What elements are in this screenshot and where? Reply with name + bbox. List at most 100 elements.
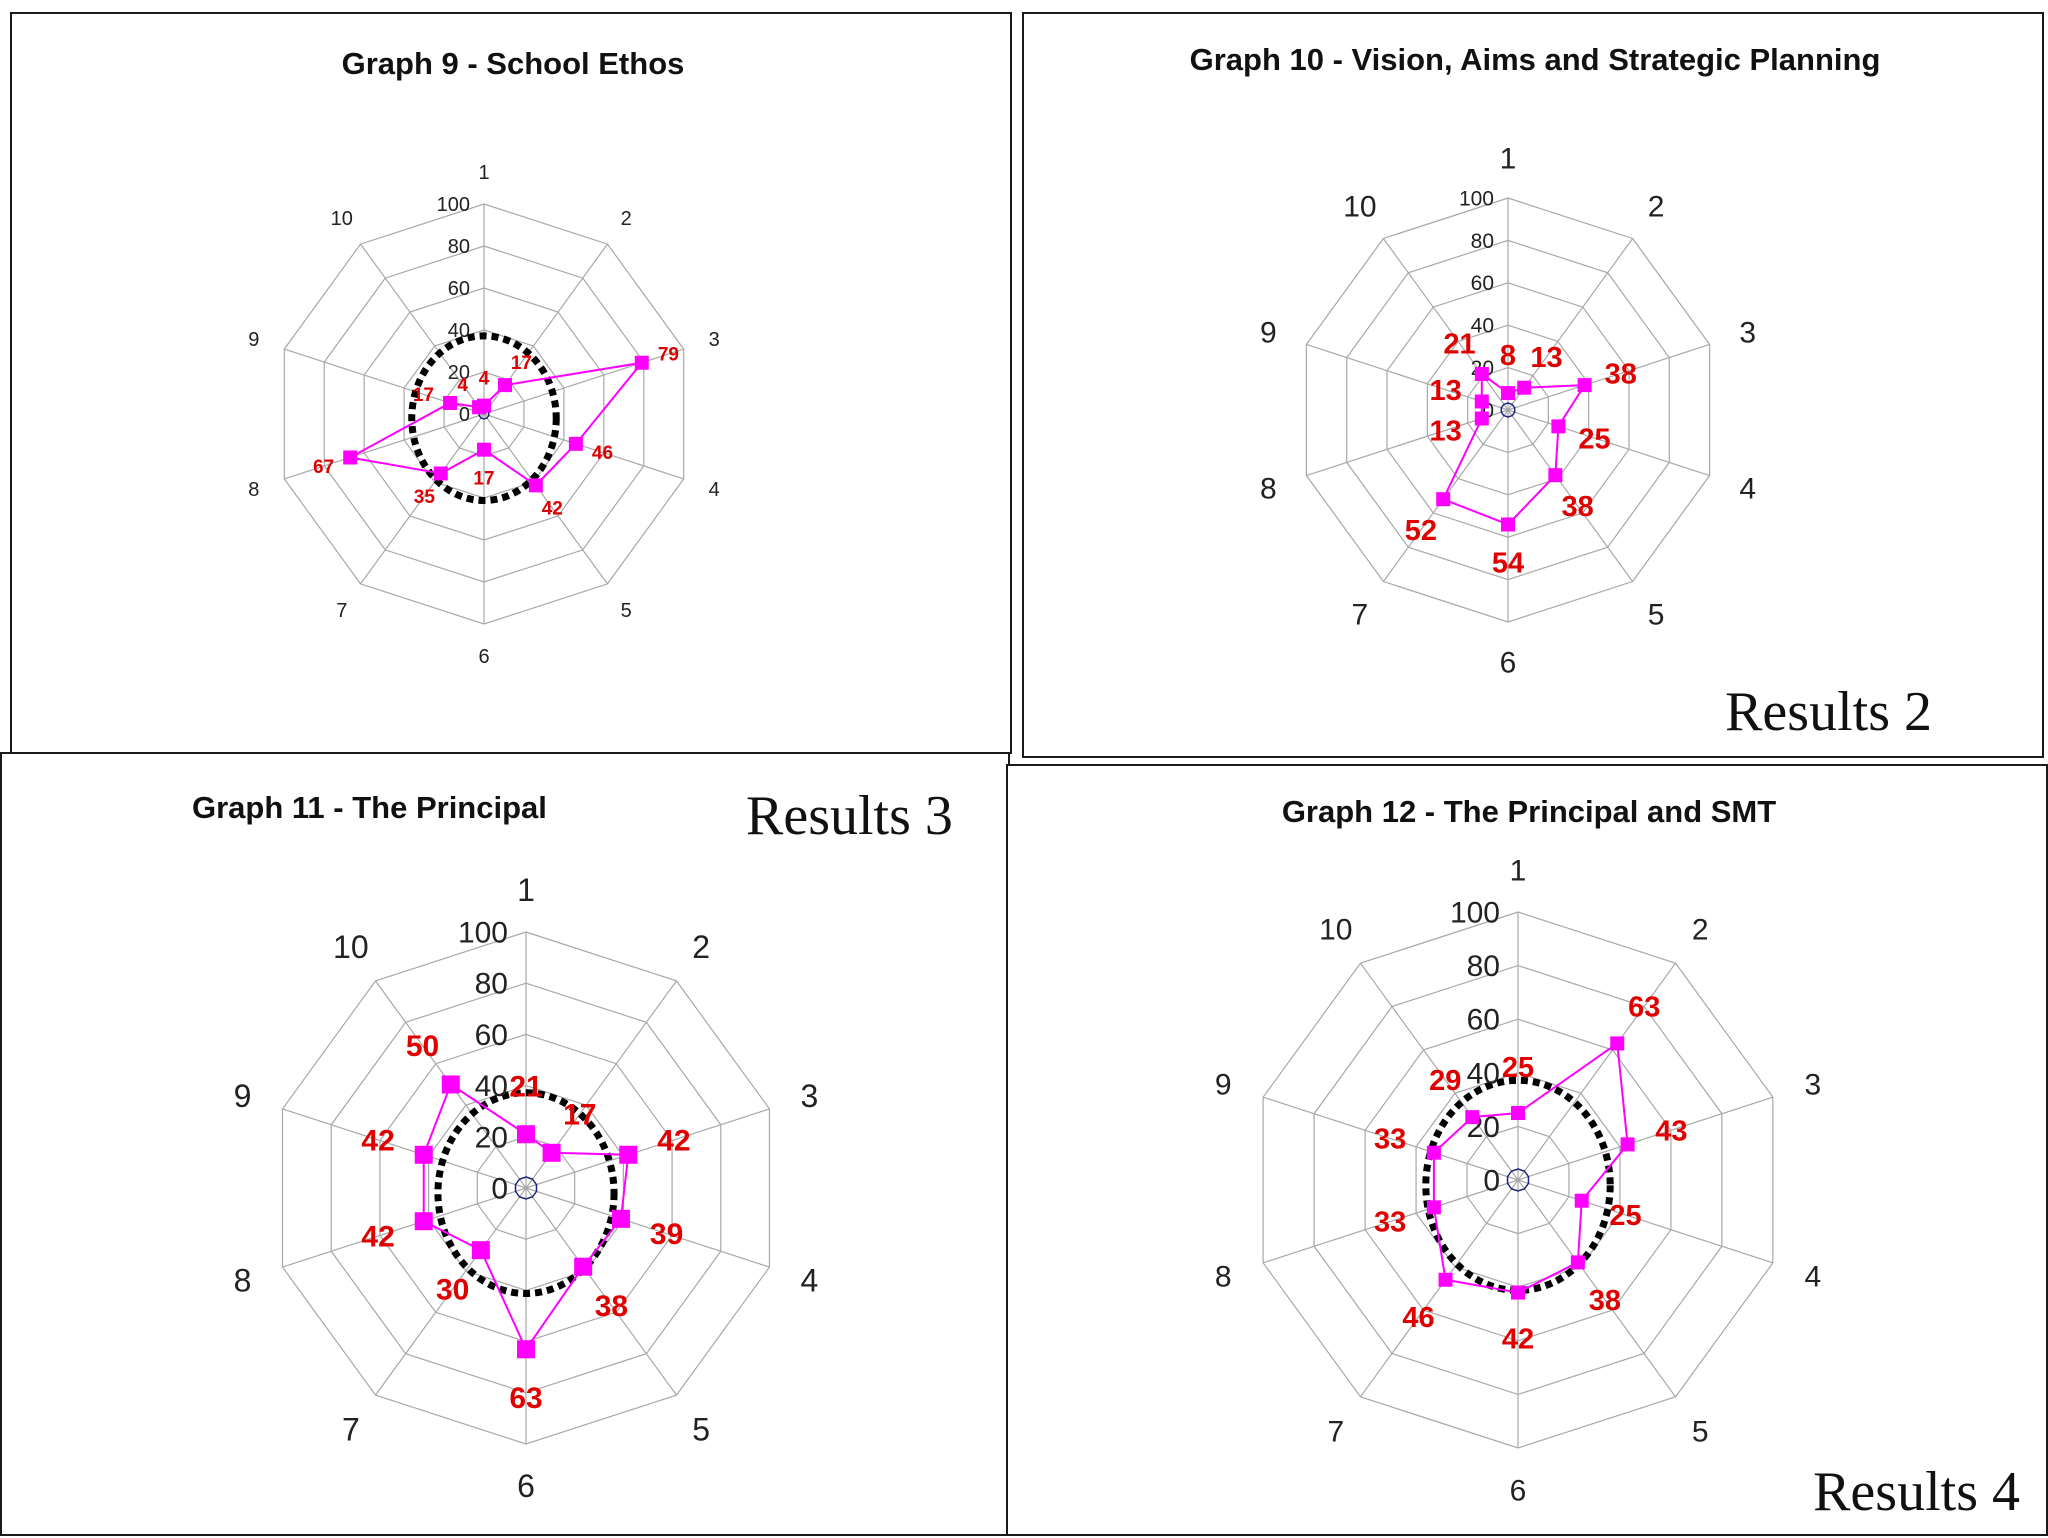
chart-panel-graph-9: Graph 9 - School Ethos 0 20 40 60 80 100 1 2 3 4 5…	[10, 12, 1012, 754]
spoke-label: 5	[621, 600, 632, 622]
spoke-line-5	[1507, 409, 1634, 582]
data-point-8	[414, 1212, 433, 1231]
spoke-label: 4	[709, 479, 720, 501]
data-point-4	[568, 436, 583, 451]
data-label-2: 17	[511, 353, 532, 374]
spoke-label: 4	[801, 1262, 819, 1298]
spoke-line-5	[1517, 1179, 1677, 1398]
center-marker	[1506, 1168, 1530, 1192]
spoke-line-10	[1382, 238, 1509, 411]
spoke-label: 2	[1692, 914, 1709, 947]
spoke-label: 3	[1739, 317, 1756, 350]
spoke-label: 8	[1215, 1260, 1232, 1293]
spoke-line-9	[1262, 1096, 1519, 1181]
spoke-line-8	[1262, 1179, 1519, 1264]
data-label-9: 17	[413, 385, 434, 406]
spoke-label: 5	[1692, 1415, 1709, 1448]
chart-panel-graph-11: Graph 11 - The Principal Results 3 0 20 40…	[0, 752, 1010, 1536]
center-marker	[1500, 402, 1516, 418]
spoke-line-8	[282, 1187, 527, 1268]
tick-label: 40	[1467, 1057, 1500, 1090]
data-label-6: 54	[1492, 548, 1524, 580]
data-label-4: 25	[1609, 1200, 1641, 1232]
tick-label: 60	[1471, 272, 1494, 295]
data-point-2	[1517, 380, 1532, 395]
data-label-7: 35	[414, 487, 436, 508]
spoke-label: 3	[709, 329, 720, 351]
data-point-4	[611, 1209, 630, 1228]
data-label-10: 21	[1443, 328, 1475, 360]
tick-label: 80	[1467, 950, 1500, 983]
data-label-4: 39	[650, 1218, 683, 1251]
data-label-10: 50	[406, 1030, 439, 1063]
data-point-1	[1501, 386, 1515, 401]
spoke-label: 4	[1739, 472, 1756, 505]
tick-label: 20	[475, 1121, 508, 1154]
tick-label: 20	[448, 362, 470, 384]
center-marker	[514, 1176, 538, 1200]
data-label-1: 25	[1502, 1052, 1534, 1084]
spoke-line-4	[1507, 409, 1710, 477]
spoke-label: 9	[248, 329, 259, 351]
spoke-label: 8	[234, 1262, 252, 1298]
results-label: Results 2	[1725, 681, 1932, 743]
spoke-line-7	[360, 413, 485, 585]
tick-label: 60	[475, 1019, 508, 1052]
spoke-label: 10	[333, 929, 369, 965]
chart-panel-graph-10: Graph 10 - Vision, Aims and Strategic Pl…	[1022, 12, 2044, 758]
spoke-line-4	[483, 413, 684, 480]
data-label-3: 42	[657, 1124, 690, 1157]
spoke-label: 1	[517, 872, 535, 908]
spoke-label: 9	[1260, 317, 1277, 350]
data-label-5: 38	[595, 1290, 628, 1323]
spoke-line-5	[483, 413, 608, 585]
data-point-3	[1577, 378, 1592, 393]
tick-label: 80	[475, 968, 508, 1001]
benchmark-ring	[434, 1089, 618, 1297]
spoke-label: 6	[1510, 1475, 1527, 1508]
data-point-5	[1548, 468, 1563, 483]
spoke-label: 6	[1500, 647, 1517, 680]
spoke-line-5	[525, 1187, 677, 1396]
spoke-line-8	[284, 413, 485, 480]
data-point-3	[1620, 1137, 1635, 1152]
spoke-label: 1	[1510, 855, 1527, 888]
spoke-line-10	[360, 243, 485, 415]
data-label-6: 63	[509, 1382, 542, 1415]
tick-label: 40	[1471, 315, 1494, 338]
radar-chart-graph-11: 0 20 40 60 80 100 1 2 3 4 5 6 7 8 9 10 21 17 42 39 38 63 30 42 4…	[234, 872, 819, 1504]
data-label-9: 13	[1430, 375, 1462, 407]
tick-label: 40	[475, 1070, 508, 1103]
data-point-2	[497, 378, 512, 393]
spoke-line-7	[1359, 1179, 1519, 1398]
spoke-label: 10	[331, 208, 353, 230]
spoke-line-3	[1517, 1096, 1774, 1181]
data-point-5	[574, 1257, 593, 1276]
data-label-7: 52	[1405, 515, 1437, 547]
spoke-label: 4	[1804, 1260, 1821, 1293]
data-label-5: 42	[542, 499, 563, 520]
data-label-3: 79	[658, 345, 679, 366]
spoke-line-4	[1517, 1179, 1774, 1264]
spoke-line-3	[525, 1108, 770, 1189]
chart-title: Graph 12 - The Principal and SMT	[1281, 794, 1777, 829]
data-label-4: 46	[592, 443, 613, 464]
spoke-label: 8	[1260, 472, 1277, 505]
data-label-2: 17	[563, 1098, 596, 1131]
data-point-7	[433, 466, 448, 481]
data-label-9: 42	[361, 1124, 394, 1157]
benchmark-ring	[408, 332, 560, 505]
data-label-8: 33	[1374, 1207, 1406, 1239]
radar-chart-graph-12: 0204060801001234567891025634325384246333…	[1215, 855, 1821, 1508]
benchmark-ring	[1422, 1076, 1614, 1294]
data-point-9	[1426, 1145, 1441, 1160]
spoke-line-4	[525, 1187, 770, 1268]
tick-label: 40	[448, 320, 470, 342]
tick-label: 100	[1459, 187, 1494, 210]
data-point-9	[1474, 394, 1489, 409]
data-label-5: 38	[1562, 491, 1594, 523]
spoke-label: 2	[1648, 191, 1665, 224]
spoke-label: 10	[1343, 191, 1376, 224]
chart-title: Graph 10 - Vision, Aims and Strategic Pl…	[1189, 42, 1881, 77]
